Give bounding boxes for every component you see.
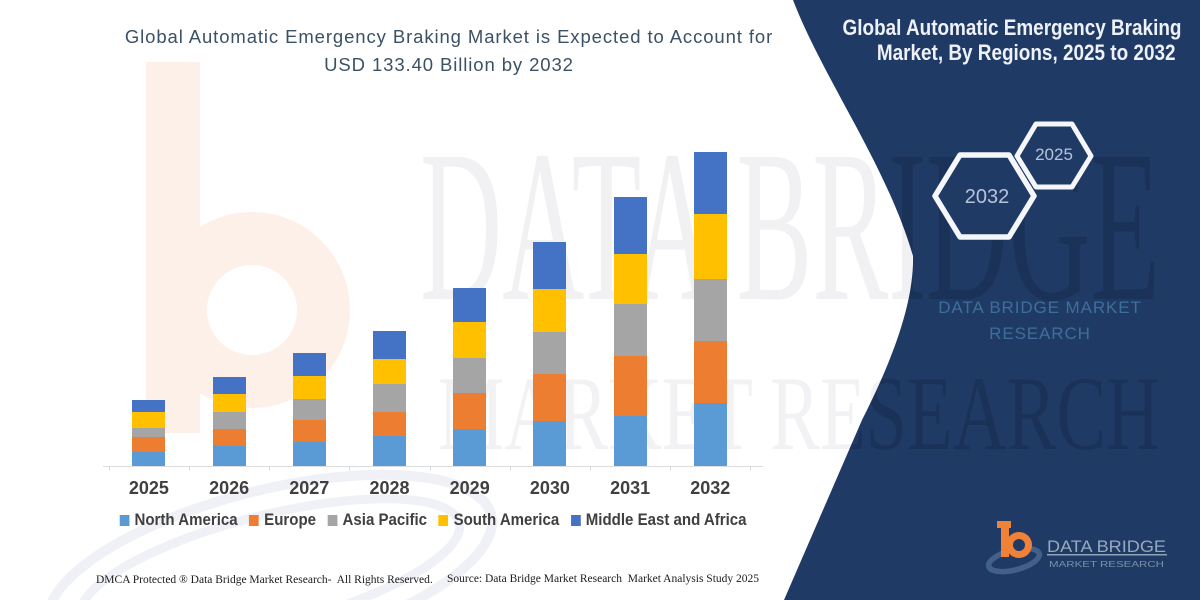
svg-text:DATA BRIDGE: DATA BRIDGE — [1047, 537, 1166, 556]
svg-text:MARKET RESEARCH: MARKET RESEARCH — [1049, 560, 1164, 569]
svg-text:2032: 2032 — [965, 186, 1010, 208]
svg-text:2025: 2025 — [1035, 145, 1073, 164]
